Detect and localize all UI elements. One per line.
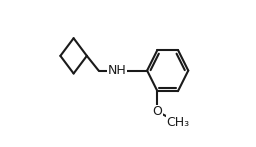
- Text: NH: NH: [108, 64, 126, 77]
- Text: O: O: [153, 105, 162, 118]
- Text: CH₃: CH₃: [166, 116, 189, 128]
